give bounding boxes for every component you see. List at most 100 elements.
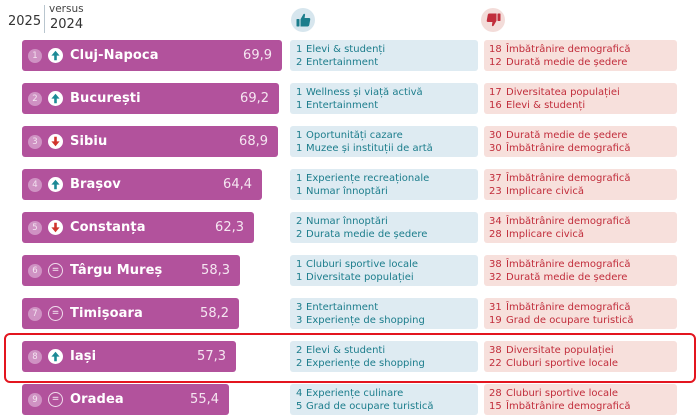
header-previous-year: 2024 bbox=[50, 17, 84, 32]
weakness-item: 37 Îmbătrânire demografică bbox=[489, 172, 677, 185]
score-bar[interactable]: 8 Iași 57,3 bbox=[22, 341, 236, 372]
rank-badge: 3 bbox=[28, 134, 42, 149]
strength-rank: 2 bbox=[296, 216, 303, 227]
score-value: 69,2 bbox=[240, 91, 269, 106]
strength-rank: 1 bbox=[296, 173, 303, 184]
weakness-label: Îmbătrânire demografică bbox=[506, 259, 631, 270]
weaknesses-box: 38 Îmbătrânire demografică 32 Durată medie… bbox=[484, 255, 677, 286]
weakness-item: 19 Grad de ocupare turistică bbox=[489, 314, 677, 327]
score-value: 62,3 bbox=[215, 220, 244, 235]
strength-rank: 1 bbox=[296, 44, 303, 55]
ranking-row-constanța: 5 Constanța 62,3 2 Numar înnoptări 2 Durat… bbox=[0, 212, 700, 244]
strength-item: 5 Grad de ocupare turistică bbox=[296, 400, 478, 413]
score-bar[interactable]: 5 Constanța 62,3 bbox=[22, 212, 254, 243]
weaknesses-box: 18 Îmbătrânire demografică 12 Durată medie… bbox=[484, 40, 677, 71]
rank-badge: 2 bbox=[28, 91, 42, 106]
weakness-label: Durată medie de ședere bbox=[506, 57, 628, 68]
strength-item: 1 Diversitate populației bbox=[296, 271, 478, 284]
weakness-rank: 15 bbox=[489, 401, 502, 412]
weakness-label: Îmbătrânire demografică bbox=[506, 401, 631, 412]
weaknesses-box: 28 Cluburi sportive locale 15 Îmbătrânire … bbox=[484, 384, 677, 415]
weakness-rank: 32 bbox=[489, 272, 502, 283]
strength-label: Muzee și instituții de artă bbox=[306, 143, 433, 154]
strength-label: Wellness și viață activă bbox=[306, 87, 423, 98]
weakness-rank: 38 bbox=[489, 259, 502, 270]
strength-item: 1 Elevi & studenți bbox=[296, 43, 478, 56]
score-bar[interactable]: 6 = Târgu Mureș 58,3 bbox=[22, 255, 240, 286]
weakness-label: Îmbătrânire demografică bbox=[506, 44, 631, 55]
score-bar[interactable]: 1 Cluj-Napoca 69,9 bbox=[22, 40, 282, 71]
weakness-item: 28 Implicare civică bbox=[489, 228, 677, 241]
header-versus-label: versus bbox=[49, 3, 84, 15]
strength-label: Experiențe de shopping bbox=[306, 315, 425, 326]
strength-rank: 2 bbox=[296, 57, 303, 68]
strength-label: Experiențe culinare bbox=[306, 388, 404, 399]
strength-label: Durata medie de ședere bbox=[306, 229, 428, 240]
score-bar[interactable]: 2 București 69,2 bbox=[22, 83, 279, 114]
strength-rank: 1 bbox=[296, 186, 303, 197]
weakness-rank: 16 bbox=[489, 100, 502, 111]
weakness-item: 16 Elevi & studenți bbox=[489, 99, 677, 112]
trend-unchanged-icon: = bbox=[48, 392, 63, 407]
weakness-item: 22 Cluburi sportive locale bbox=[489, 357, 677, 370]
weakness-rank: 19 bbox=[489, 315, 502, 326]
score-bar[interactable]: 7 = Timișoara 58,2 bbox=[22, 298, 239, 329]
weaknesses-box: 34 Îmbătrânire demografică 28 Implicare ci… bbox=[484, 212, 677, 243]
weakness-item: 30 Îmbătrânire demografică bbox=[489, 142, 677, 155]
city-name: Sibiu bbox=[70, 134, 108, 149]
rank-badge: 5 bbox=[28, 220, 42, 235]
city-name: Timișoara bbox=[70, 306, 143, 321]
strength-item: 2 Durata medie de ședere bbox=[296, 228, 478, 241]
weaknesses-box: 37 Îmbătrânire demografică 23 Implicare ci… bbox=[484, 169, 677, 200]
rank-badge: 4 bbox=[28, 177, 42, 192]
strength-rank: 1 bbox=[296, 130, 303, 141]
trend-up-arrow-icon bbox=[48, 48, 63, 63]
strengths-box: 1 Oportunități cazare 1 Muzee și instituți… bbox=[290, 126, 478, 157]
header-current-year: 2025 bbox=[8, 14, 42, 29]
weakness-rank: 23 bbox=[489, 186, 502, 197]
strength-label: Grad de ocupare turistică bbox=[306, 401, 434, 412]
strength-item: 2 Elevi & studenti bbox=[296, 344, 478, 357]
strength-rank: 3 bbox=[296, 315, 303, 326]
weakness-label: Grad de ocupare turistică bbox=[506, 315, 634, 326]
score-bar[interactable]: 4 Brașov 64,4 bbox=[22, 169, 262, 200]
strength-item: 1 Cluburi sportive locale bbox=[296, 258, 478, 271]
strength-item: 1 Oportunități cazare bbox=[296, 129, 478, 142]
weakness-label: Diversitate populației bbox=[506, 345, 614, 356]
weakness-label: Îmbătrânire demografică bbox=[506, 302, 631, 313]
strength-item: 1 Muzee și instituții de artă bbox=[296, 142, 478, 155]
score-bar[interactable]: 3 Sibiu 68,9 bbox=[22, 126, 278, 157]
weakness-item: 34 Îmbătrânire demografică bbox=[489, 215, 677, 228]
weakness-label: Îmbătrânire demografică bbox=[506, 173, 631, 184]
city-name: Târgu Mureș bbox=[70, 263, 163, 278]
strength-label: Experiențe de shopping bbox=[306, 358, 425, 369]
strength-label: Elevi & studenti bbox=[306, 345, 386, 356]
trend-unchanged-icon: = bbox=[48, 263, 63, 278]
weakness-label: Implicare civică bbox=[506, 229, 585, 240]
weakness-rank: 28 bbox=[489, 388, 502, 399]
weakness-label: Diversitatea populației bbox=[506, 87, 620, 98]
weakness-rank: 30 bbox=[489, 130, 502, 141]
ranking-row-timișoara: 7 = Timișoara 58,2 3 Entertainment 3 Exper… bbox=[0, 298, 700, 330]
trend-up-arrow-icon bbox=[48, 91, 63, 106]
strength-item: 3 Experiențe de shopping bbox=[296, 314, 478, 327]
weakness-rank: 28 bbox=[489, 229, 502, 240]
strength-rank: 1 bbox=[296, 100, 303, 111]
weaknesses-box: 31 Îmbătrânire demografică 19 Grad de ocup… bbox=[484, 298, 677, 329]
score-value: 68,9 bbox=[239, 134, 268, 149]
ranking-row-târgu-mureș: 6 = Târgu Mureș 58,3 1 Cluburi sportive l… bbox=[0, 255, 700, 287]
strength-label: Cluburi sportive locale bbox=[306, 259, 419, 270]
weakness-label: Implicare civică bbox=[506, 186, 585, 197]
weakness-rank: 12 bbox=[489, 57, 502, 68]
weakness-item: 28 Cluburi sportive locale bbox=[489, 387, 677, 400]
strength-rank: 5 bbox=[296, 401, 303, 412]
trend-up-arrow-icon bbox=[48, 177, 63, 192]
strength-item: 2 Entertainment bbox=[296, 56, 478, 69]
strength-rank: 2 bbox=[296, 229, 303, 240]
rank-badge: 7 bbox=[28, 306, 42, 321]
thumbs-down-icon bbox=[481, 8, 505, 32]
strength-item: 1 Experiențe recreaționale bbox=[296, 172, 478, 185]
header-divider bbox=[44, 5, 45, 33]
score-bar[interactable]: 9 = Oradea 55,4 bbox=[22, 384, 229, 415]
strength-item: 2 Numar înnoptări bbox=[296, 215, 478, 228]
